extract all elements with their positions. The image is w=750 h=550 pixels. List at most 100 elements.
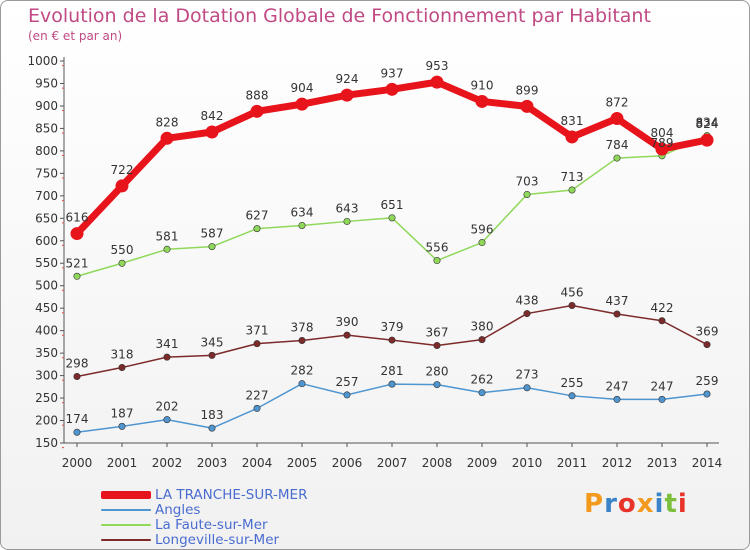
y-tick-label: 500 [35,279,58,293]
data-label: 937 [381,66,404,80]
data-label: 924 [336,72,359,86]
x-tick-label: 2012 [602,456,633,470]
data-point [253,225,261,233]
data-point [568,392,576,400]
chart-subtitle: (en € et par an) [28,29,123,43]
data-point [613,395,621,403]
data-point [208,351,216,359]
data-point [253,340,261,348]
y-tick-label: 1000 [27,54,58,68]
data-label: 784 [606,138,629,152]
legend-swatch [101,508,151,511]
logo-letter: P [584,489,605,519]
data-label: 257 [336,375,359,389]
data-label: 247 [606,379,629,393]
legend: LA TRANCHE-SUR-MER Angles La Faute-sur-Mer… [101,486,308,548]
y-tick-label: 900 [35,99,58,113]
data-label: 247 [651,379,674,393]
data-label: 550 [111,243,134,257]
data-label: 587 [201,227,224,241]
data-label: 953 [426,59,449,73]
data-point [163,416,171,424]
logo-letter: x [636,489,655,519]
x-tick-label: 2013 [647,456,678,470]
legend-label: LA TRANCHE-SUR-MER [155,486,308,503]
data-label: 456 [561,285,584,299]
data-point [703,341,711,349]
data-point [385,82,399,96]
y-tick-label: 350 [35,346,58,360]
x-tick-label: 2003 [197,456,228,470]
y-tick-label: 700 [35,189,58,203]
data-point [568,301,576,309]
data-label: 273 [516,368,539,382]
y-tick-label: 650 [35,211,58,225]
data-point [388,336,396,344]
x-tick-label: 2009 [467,456,498,470]
data-label: 643 [336,201,359,215]
data-point [295,97,309,111]
y-tick-label: 200 [35,414,58,428]
data-label: 438 [516,294,539,308]
data-label: 227 [246,388,269,402]
y-tick-label: 250 [35,391,58,405]
x-tick-label: 2014 [692,456,723,470]
x-tick-label: 2010 [512,456,543,470]
y-tick-label: 600 [35,234,58,248]
data-point [658,317,666,325]
data-label: 318 [111,347,134,361]
data-point [388,214,396,222]
data-point [73,372,81,380]
data-label: 703 [516,174,539,188]
data-point [658,395,666,403]
data-point [655,142,669,156]
data-label: 262 [471,373,494,387]
data-point [478,389,486,397]
data-label: 828 [156,115,179,129]
data-point [343,217,351,225]
data-point [70,227,84,241]
data-point [208,243,216,251]
data-label: 371 [246,324,269,338]
data-label: 187 [111,406,134,420]
x-tick-label: 2011 [557,456,588,470]
data-label: 282 [291,364,314,378]
legend-item: LA TRANCHE-SUR-MER [101,486,308,503]
proxiti-logo: Proxiti [584,489,688,519]
y-tick-label: 950 [35,76,58,90]
legend-item: Longeville-sur-Mer [101,531,307,548]
data-point [523,384,531,392]
logo-letter: o [617,489,637,519]
data-point [115,179,129,193]
x-tick-label: 2007 [377,456,408,470]
data-label: 627 [246,209,269,223]
y-tick-label: 400 [35,324,58,338]
data-point [163,353,171,361]
y-tick-label: 450 [35,301,58,315]
data-point [250,104,264,118]
data-point [523,190,531,198]
logo-letter: i [677,489,688,519]
data-point [253,404,261,412]
legend-label: Angles [155,501,201,518]
chart-title: Evolution de la Dotation Globale de Fonc… [28,5,651,27]
data-label: 255 [561,376,584,390]
data-label: 378 [291,321,314,335]
data-label: 804 [651,126,674,140]
y-tick-label: 850 [35,121,58,135]
x-tick-label: 2005 [287,456,318,470]
data-label: 202 [156,400,179,414]
data-point [160,131,174,145]
x-tick-label: 2004 [242,456,273,470]
legend-swatch [101,523,151,526]
legend-swatch [101,538,151,541]
data-label: 379 [381,320,404,334]
data-point [343,391,351,399]
data-label: 634 [291,205,314,219]
legend-label: Longeville-sur-Mer [155,531,280,548]
data-label: 888 [246,88,269,102]
data-point [118,422,126,430]
logo-letter: t [664,489,678,519]
data-label: 369 [696,325,719,339]
data-point [613,310,621,318]
